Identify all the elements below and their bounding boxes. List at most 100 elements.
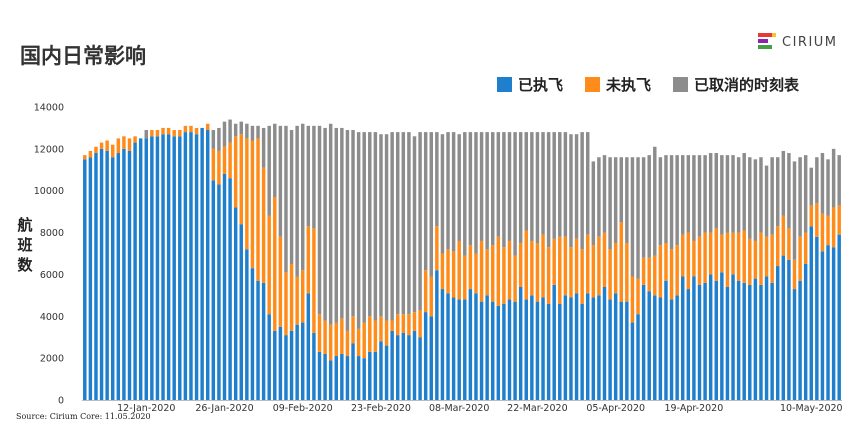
bar-not-flown [463,255,467,300]
bar-not-flown [569,247,573,298]
bar-flown [317,351,322,400]
bar-flown [580,303,584,400]
bar-flown [742,282,746,400]
bar-cancelled [407,132,411,315]
bar-flown [686,289,691,400]
x-tick-label: 09-Feb-2020 [273,403,333,414]
bar-flown [675,295,679,400]
bar-flown [407,335,411,400]
bar-cancelled [468,132,473,246]
bar-cancelled [217,127,221,151]
bar-flown [340,353,344,400]
bar-cancelled [541,132,545,235]
bar-flown [222,173,227,400]
x-tick-label: 08-Mar-2020 [429,403,489,414]
bar-flown [306,293,311,400]
bar-not-flown [781,215,786,256]
bar-flown [161,134,165,400]
bar-flown [334,356,338,400]
y-axis-label-char: 航 [17,216,33,234]
bar-not-flown [507,240,512,300]
bar-not-flown [206,123,210,131]
bar-not-flown [345,330,350,357]
bar-flown [546,303,551,400]
bar-flown [245,249,249,400]
bar-flown [753,278,758,400]
bar-flown [463,299,467,400]
legend-swatch-not-flown [585,76,601,92]
bar-flown [518,286,523,400]
bar-cancelled [379,134,383,317]
bar-cancelled [792,161,797,260]
bar-not-flown [340,318,344,354]
bar-flown [94,153,98,400]
bar-flown [423,312,428,400]
bar-not-flown [820,213,825,252]
bar-cancelled [418,132,422,310]
logo-text: CIRIUM [782,35,838,50]
bar-not-flown [787,228,791,260]
bar-flown [597,295,601,400]
bar-flown [144,138,148,400]
bar-not-flown [245,138,249,250]
bar-not-flown [373,320,378,352]
bar-flown [178,136,182,401]
bar-cancelled [574,134,579,239]
bar-flown [513,301,517,400]
bar-cancelled [686,155,691,233]
bar-not-flown [474,253,478,294]
bar-cancelled [580,132,584,250]
legend-swatch-cancelled [673,76,689,92]
bar-not-flown [591,245,596,298]
bar-not-flown [183,125,188,133]
cirium-logo-icon [758,33,776,49]
bar-flown [278,326,283,400]
bar-not-flown [273,196,277,331]
bar-not-flown [625,243,629,302]
bar-not-flown [647,257,651,292]
bar-cancelled [647,155,651,258]
bar-not-flown [228,142,232,179]
bar-flown [479,301,484,400]
bar-not-flown [412,312,417,331]
bar-cancelled [256,125,260,139]
bar-not-flown [368,316,372,352]
bar-flown [233,207,238,400]
x-tick-label: 05-Apr-2020 [586,403,645,414]
bar-flown [491,301,495,400]
bar-not-flown [792,259,797,290]
logo-bar-red [758,33,772,37]
bar-flown [681,276,685,400]
bar-not-flown [725,232,730,287]
bar-cancelled [597,157,601,237]
bar-cancelled [345,130,350,331]
bar-not-flown [429,276,433,317]
bar-flown [708,274,713,400]
bar-flown [770,282,774,400]
bar-not-flown [116,138,121,154]
bar-flown [792,289,797,400]
bar-cancelled [362,132,366,323]
bar-flown [653,295,657,400]
bar-flown [591,297,596,400]
bar-cancelled [261,127,266,168]
bar-flown [267,314,271,400]
bar-not-flown [261,167,266,283]
bar-not-flown [317,314,322,352]
bar-flown [88,157,93,400]
bar-flown [736,280,741,400]
bar-flown [429,316,433,400]
bar-not-flown [440,253,445,290]
bar-not-flown [301,270,305,323]
bar-flown [155,136,160,401]
bar-not-flown [742,230,746,283]
chart-title: 国内日常影响 [20,44,146,68]
bar-not-flown [401,314,406,334]
bar-flown [261,282,266,400]
bar-flown [194,134,199,400]
legend-item-flown: 已执飞 [497,74,563,95]
bar-flown [200,127,204,401]
logo-bar-green [758,45,772,49]
bar-cancelled [306,125,311,227]
